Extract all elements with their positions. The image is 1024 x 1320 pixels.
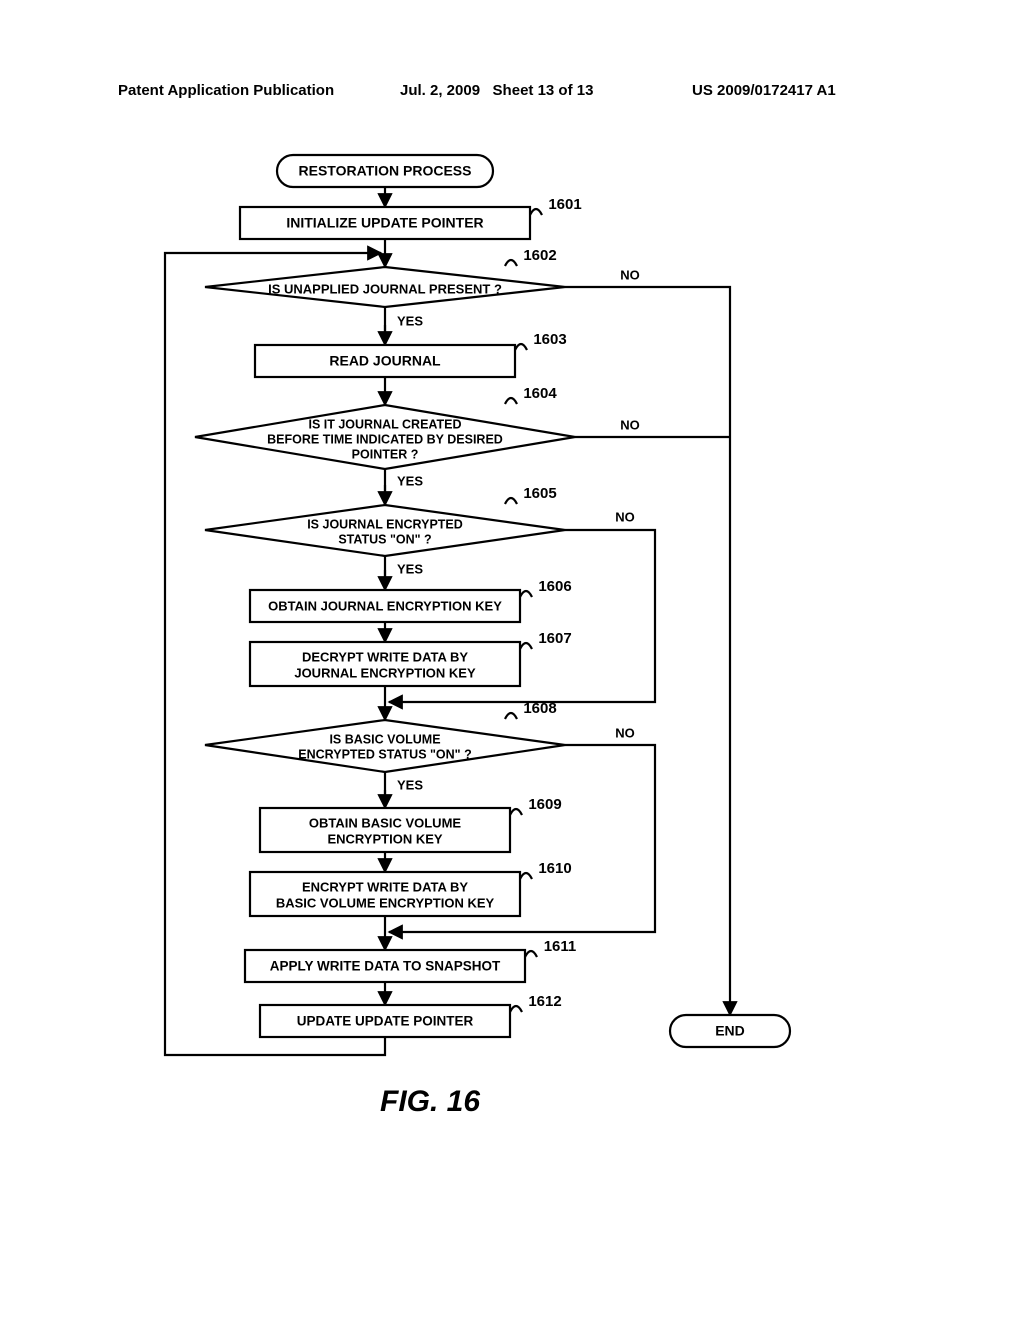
no-1605: NO <box>615 509 635 524</box>
ref-1606: 1606 <box>538 578 571 595</box>
step-1607-t2: JOURNAL ENCRYPTION KEY <box>294 665 476 680</box>
page: Patent Application Publication Jul. 2, 2… <box>0 0 1024 1320</box>
no-1608: NO <box>615 725 635 740</box>
decision-1608-t1: IS BASIC VOLUME <box>329 732 440 746</box>
step-1610-t1: ENCRYPT WRITE DATA BY <box>302 879 468 894</box>
step-1610-t2: BASIC VOLUME ENCRYPTION KEY <box>276 895 495 910</box>
ref-1610: 1610 <box>538 860 571 877</box>
step-1607-t1: DECRYPT WRITE DATA BY <box>302 649 468 664</box>
step-1612-text: UPDATE UPDATE POINTER <box>297 1014 474 1029</box>
figure-title: FIG. 16 <box>380 1085 480 1119</box>
decision-1602-text: IS UNAPPLIED JOURNAL PRESENT ? <box>268 281 502 296</box>
start-text: RESTORATION PROCESS <box>299 163 472 179</box>
step-1601-text: INITIALIZE UPDATE POINTER <box>286 215 483 231</box>
decision-1605-t2: STATUS "ON" ? <box>338 532 431 546</box>
decision-1608-t2: ENCRYPTED STATUS "ON" ? <box>298 747 471 761</box>
yes-1605: YES <box>397 561 423 576</box>
ref-1612: 1612 <box>528 993 561 1010</box>
decision-1604-t2: BEFORE TIME INDICATED BY DESIRED <box>267 432 503 446</box>
decision-1605-t1: IS JOURNAL ENCRYPTED <box>307 517 463 531</box>
ref-1603: 1603 <box>533 331 566 348</box>
step-1609-t2: ENCRYPTION KEY <box>327 831 442 846</box>
ref-1608: 1608 <box>523 700 556 717</box>
ref-1609: 1609 <box>528 796 561 813</box>
ref-1601: 1601 <box>548 196 581 213</box>
yes-1608: YES <box>397 777 423 792</box>
yes-1602: YES <box>397 313 423 328</box>
step-1609-t1: OBTAIN BASIC VOLUME <box>309 815 461 830</box>
decision-1604-t3: POINTER ? <box>352 447 419 461</box>
yes-1604: YES <box>397 473 423 488</box>
no-1602: NO <box>620 267 640 282</box>
decision-1604-t1: IS IT JOURNAL CREATED <box>308 417 461 431</box>
step-1603-text: READ JOURNAL <box>329 353 441 369</box>
no-1604: NO <box>620 417 640 432</box>
step-1611-text: APPLY WRITE DATA TO SNAPSHOT <box>270 959 501 974</box>
end-text: END <box>715 1023 745 1039</box>
ref-1611: 1611 <box>544 938 577 955</box>
step-1606-text: OBTAIN JOURNAL ENCRYPTION KEY <box>268 598 502 613</box>
ref-1604: 1604 <box>523 385 557 402</box>
ref-1602: 1602 <box>523 247 556 264</box>
flowchart-svg: RESTORATION PROCESS INITIALIZE UPDATE PO… <box>0 0 1024 1320</box>
ref-1607: 1607 <box>538 630 571 647</box>
ref-1605: 1605 <box>523 485 556 502</box>
